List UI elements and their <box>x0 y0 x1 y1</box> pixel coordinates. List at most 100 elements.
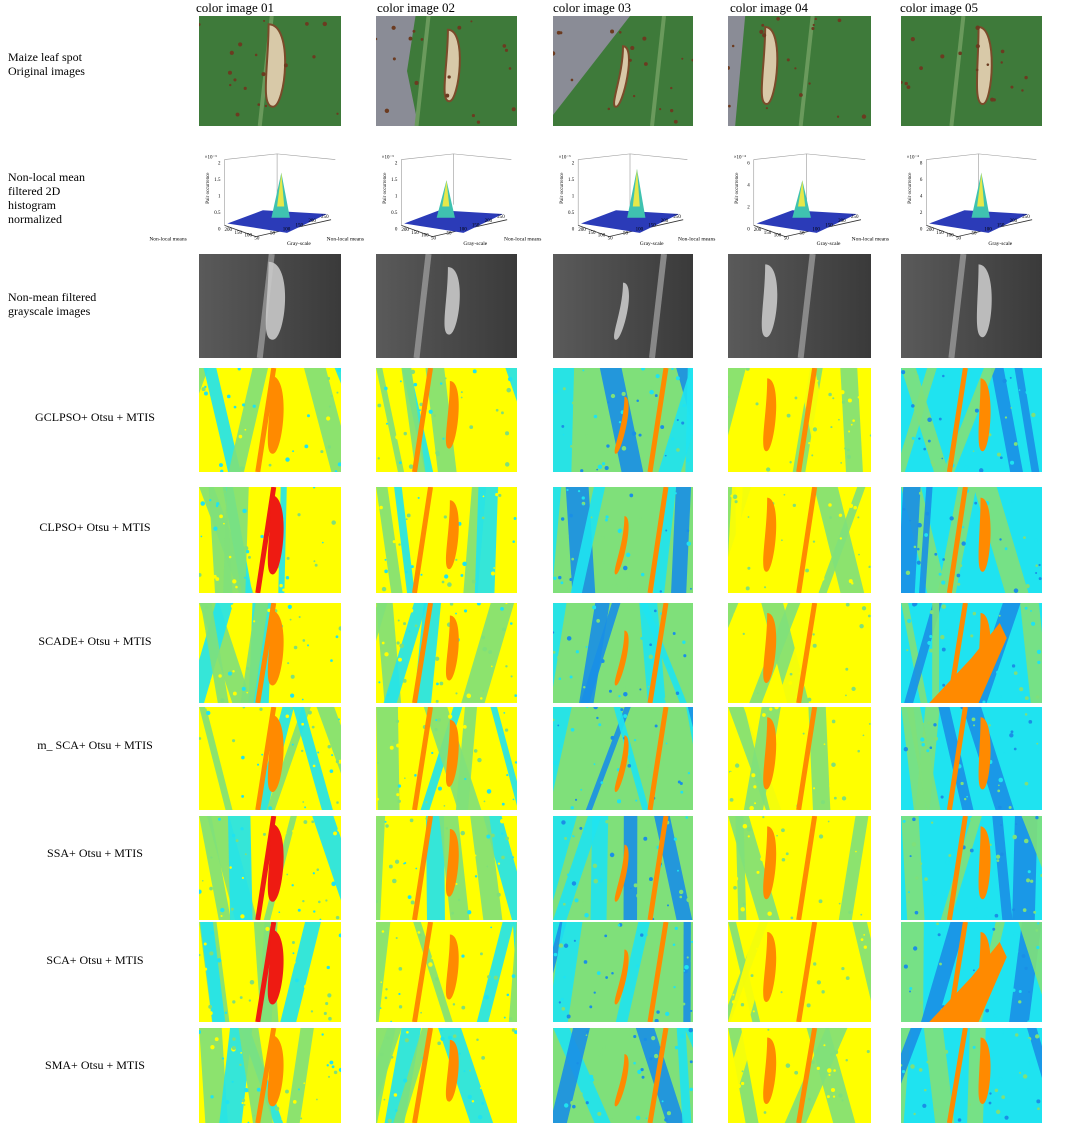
x-tick-label: 100 <box>812 227 820 232</box>
segment-speckle <box>313 560 316 563</box>
segment-speckle <box>779 1005 782 1009</box>
segment-speckle <box>240 914 245 919</box>
z-tick-label: 1.5 <box>214 178 221 183</box>
segmentation-image <box>728 1028 871 1123</box>
segment-speckle <box>306 414 310 418</box>
segment-speckle <box>839 537 842 540</box>
segment-speckle <box>398 543 401 546</box>
segment-speckle <box>226 394 231 399</box>
segmentation-image <box>553 922 693 1022</box>
segment-vein <box>796 603 818 703</box>
segment-speckle <box>866 628 869 631</box>
segment-speckle <box>799 756 803 760</box>
segment-speckle <box>606 509 609 512</box>
segment-speckle <box>689 1060 693 1064</box>
segment-speckle <box>944 912 949 917</box>
segment-speckle <box>665 1011 670 1016</box>
segment-speckle <box>584 690 587 693</box>
segment-speckle <box>1022 1074 1028 1079</box>
x-axis-label: Gray-scale <box>287 241 311 247</box>
segment-vein <box>647 603 669 703</box>
segment-speckle <box>557 724 560 727</box>
lesion-spot <box>760 25 779 106</box>
segment-speckle <box>199 1030 202 1034</box>
segment-speckle <box>820 576 825 581</box>
segment-speckle <box>509 551 512 554</box>
segment-speckle <box>331 520 336 525</box>
segment-speckle <box>294 660 299 665</box>
segment-speckle <box>246 691 249 694</box>
segment-speckle <box>504 728 509 732</box>
segmentation-panel <box>901 368 1042 472</box>
segment-speckle <box>974 501 978 505</box>
segment-speckle <box>495 408 499 412</box>
segment-speckle <box>553 631 555 634</box>
segment-speckle <box>286 873 289 876</box>
segment-speckle <box>665 529 668 532</box>
segment-speckle <box>574 898 579 903</box>
histogram-panel: ×10⁻³ 2 1.5 1 0.5 0 50 100 150 200 250 200 150 100 50 P… <box>149 152 341 247</box>
segment-speckle <box>338 1067 341 1073</box>
segment-speckle <box>1010 407 1013 409</box>
segment-speckle <box>313 910 316 913</box>
segment-speckle <box>564 1103 569 1108</box>
small-spot <box>643 62 648 66</box>
segment-speckle <box>571 881 577 886</box>
segment-speckle <box>847 750 852 755</box>
segment-band <box>992 816 1013 920</box>
segment-speckle <box>857 749 860 753</box>
segmentation-panel <box>728 368 871 472</box>
segment-speckle <box>604 465 609 471</box>
segmentation-panel <box>199 487 341 593</box>
segment-speckle <box>300 1117 303 1120</box>
segment-band <box>1020 603 1042 703</box>
small-spot <box>254 53 258 57</box>
small-spot <box>659 108 662 111</box>
segment-speckle <box>1025 583 1030 589</box>
segment-speckle <box>431 751 434 755</box>
x-tick-label: 150 <box>472 223 480 228</box>
segment-speckle <box>1040 873 1042 878</box>
leaf-surface <box>728 16 871 126</box>
segment-speckle <box>646 765 649 768</box>
small-spot <box>504 48 509 52</box>
segment-speckle <box>1004 1115 1009 1120</box>
segment-speckle <box>392 878 397 884</box>
segment-speckle <box>938 572 942 576</box>
segment-speckle <box>426 543 431 548</box>
segment-speckle <box>233 405 237 409</box>
gray-background <box>728 254 871 358</box>
segment-speckle <box>414 624 418 628</box>
segment-speckle <box>204 967 208 971</box>
segment-speckle <box>767 911 772 916</box>
segment-speckle <box>774 707 779 710</box>
segment-speckle <box>514 761 517 764</box>
segment-speckle <box>868 565 871 569</box>
segment-speckle <box>596 619 601 623</box>
segment-speckle <box>437 1041 441 1046</box>
leaf-vein <box>650 16 666 126</box>
row-label-line: SMA+ Otsu + MTIS <box>45 1058 145 1072</box>
segment-band <box>286 1028 314 1123</box>
segment-speckle <box>443 515 447 519</box>
segment-speckle <box>867 667 871 671</box>
segment-speckle <box>841 796 847 801</box>
segment-speckle <box>741 1081 745 1086</box>
segment-speckle <box>292 450 295 453</box>
small-spot <box>470 20 473 23</box>
segment-speckle <box>865 562 870 567</box>
segment-band <box>658 368 693 472</box>
segment-speckle <box>460 391 463 394</box>
segment-speckle <box>649 1057 653 1061</box>
segment-speckle <box>600 781 604 784</box>
segment-speckle <box>659 590 663 593</box>
segment-speckle <box>1031 412 1036 418</box>
segment-speckle <box>303 984 309 990</box>
segmentation-panel <box>376 922 517 1022</box>
segment-speckle <box>590 516 593 519</box>
segment-speckle <box>1036 742 1039 745</box>
segment-speckle <box>1037 922 1040 925</box>
segment-speckle <box>921 742 925 747</box>
segment-speckle <box>504 462 510 467</box>
segment-speckle <box>300 749 304 753</box>
